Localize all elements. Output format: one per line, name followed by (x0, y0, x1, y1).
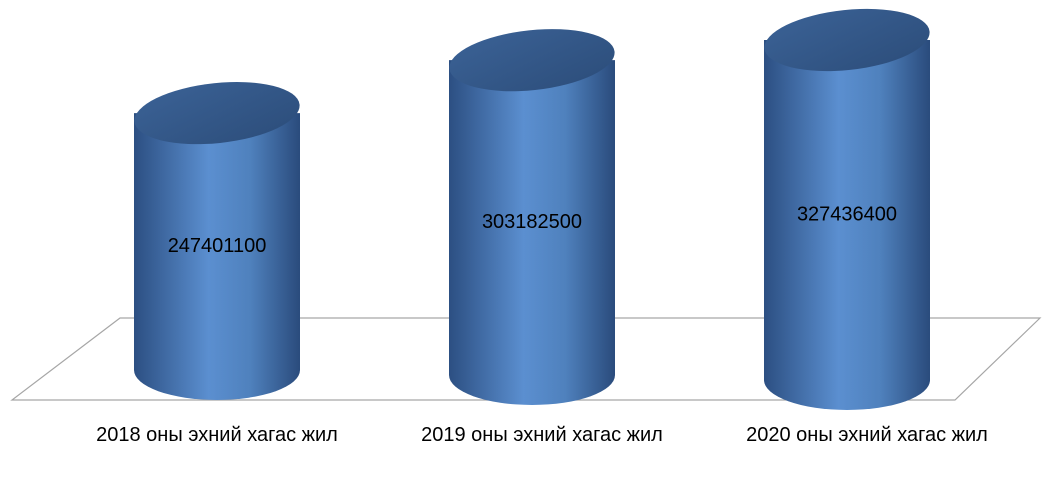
cylinder-top (449, 29, 615, 92)
cylinder-body (134, 113, 300, 400)
cylinder-body (449, 60, 615, 406)
cylinder-bar (764, 8, 930, 410)
x-tick-label: 2020 оны эхний хагас жил (746, 424, 988, 446)
cylinder-bar (449, 29, 615, 406)
cylinder-top (764, 8, 930, 72)
x-tick-label: 2018 оны эхний хагас жил (96, 424, 338, 446)
value-label: 327436400 (797, 203, 897, 225)
value-label: 303182500 (482, 211, 582, 233)
cylinder-bar (134, 82, 300, 400)
cylinder-top (134, 82, 300, 145)
value-label: 247401100 (168, 235, 267, 257)
cylinder-body (764, 40, 930, 410)
floor (10, 317, 1042, 401)
x-tick-label: 2019 оны эхний хагас жил (421, 424, 663, 446)
